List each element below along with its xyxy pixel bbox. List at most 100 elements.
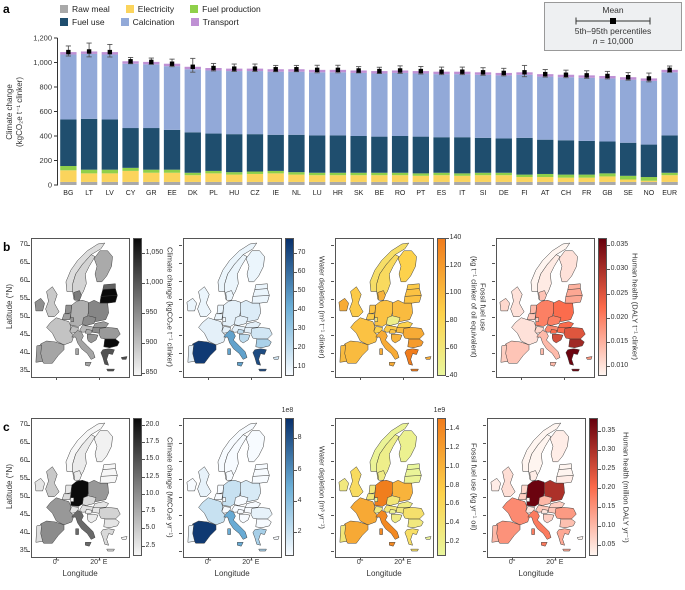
panel-c-label: c [3, 420, 10, 434]
map-lat-tick [482, 443, 486, 445]
colorbar-tick [293, 309, 297, 311]
colorbar-tick-label: 60 [449, 344, 458, 352]
bar-segment-PL [205, 181, 222, 185]
mean-marker-FR [584, 73, 589, 78]
country-LV [404, 468, 422, 477]
mean-marker-LT [86, 49, 92, 54]
country-SI [388, 329, 396, 334]
bar-segment-IE [267, 181, 284, 185]
country-GR [106, 368, 115, 372]
europe-map-c4 [486, 418, 586, 558]
mean-marker-CH [563, 72, 569, 77]
mean-marker-LV [107, 49, 113, 55]
bar-segment-GB [599, 141, 616, 174]
map-b1: Latitude (°N) 70 65 60 55 50 45 40 35 850 900 950 1,… [5, 238, 175, 380]
bar-segment-CZ [246, 171, 264, 174]
legend-item-fuel-production: Fuel production [190, 4, 261, 14]
map-lat-tick [178, 317, 182, 319]
bar-segment-SI [474, 181, 492, 185]
longitude-axis-label: Longitude [518, 569, 554, 578]
bar-segment-BG [60, 54, 77, 120]
lat-tick-label: 50 [19, 313, 28, 321]
x-tick-label-SK: SK [354, 190, 364, 197]
country-CZ [233, 495, 248, 506]
colorbar-tick [445, 293, 449, 295]
bar-segment-BE [371, 73, 388, 137]
country-ES [190, 340, 216, 364]
mean-marker-AT [543, 71, 548, 77]
country-LU [70, 317, 74, 322]
bar-segment-IE [267, 173, 284, 182]
bar-segment-LV [101, 169, 118, 174]
country-PL [87, 299, 109, 322]
country-IT [227, 348, 231, 355]
country-FI [397, 430, 417, 463]
country-CZ [81, 495, 96, 506]
bar-segment-PL [205, 70, 222, 134]
colorbar-tick-label: 0.015 [610, 338, 629, 346]
colorbar-gradient [284, 238, 294, 376]
colorbar-tick-label: 850 [145, 369, 158, 376]
y-axis-label: Climate change [5, 84, 14, 140]
country-GR [410, 548, 419, 552]
map-lat-tick [26, 353, 30, 355]
bar-segment-RO [391, 136, 409, 173]
bar-segment-SK [350, 72, 367, 136]
bar-segment-CY [122, 170, 139, 182]
colorbar-tick-label: 0.10 [601, 521, 616, 529]
colorbar-tick [606, 293, 610, 295]
country-FI [93, 430, 113, 463]
bar-segment-LT [80, 169, 98, 174]
bar-segment-NL [288, 71, 305, 135]
country-LT [99, 295, 118, 304]
map-c1: Latitude (°N) 70 65 60 55 50 45 40 35 0° 20° E Long… [5, 418, 175, 584]
country-GR [252, 528, 267, 546]
map-lat-tick [26, 281, 30, 283]
colorbar-tick-label: 100 [449, 289, 462, 297]
colorbar-tick [141, 373, 145, 374]
country-HR [86, 513, 98, 524]
latitude-axis-label: Latitude (°N) [5, 464, 14, 510]
legend-label: Electricity [137, 4, 175, 14]
lat-tick-label: 55 [19, 295, 28, 303]
legend-row: Fuel use Calcination Transport [60, 17, 261, 27]
country-PL [391, 299, 413, 322]
colorbar-tick-label: 1,050 [145, 249, 164, 256]
bar-segment-CZ [246, 173, 264, 182]
country-SI [388, 509, 396, 514]
colorbar-tick [293, 501, 297, 503]
bar-segment-HR [329, 172, 347, 176]
bar-segment-GB [599, 173, 616, 177]
map-lat-tick [491, 281, 495, 283]
bar-segment-NO [640, 181, 658, 185]
bar-segment-GB [599, 181, 616, 185]
bar-segment-FI [516, 181, 533, 185]
country-GB [196, 466, 211, 497]
colorbar-tick-label: 0.8 [449, 481, 460, 489]
legend-label: Raw meal [72, 4, 110, 14]
bar-segment-EE [163, 66, 181, 130]
x-tick-label-CY: CY [126, 190, 136, 197]
country-LU [222, 317, 226, 322]
country-LT [555, 475, 574, 484]
y-axis-label: (kgCO₂e t⁻¹ clinker) [15, 77, 24, 147]
country-CZ [233, 315, 248, 326]
colorbar-b1 [132, 238, 142, 376]
colorbar-tick-label: 6 [297, 465, 302, 473]
lat-tick-label: 40 [19, 529, 28, 537]
panel-b-label: b [3, 240, 11, 254]
bar-segment-ES [433, 175, 450, 182]
colorbar-tick-label: 0.010 [610, 362, 629, 370]
country-IE [490, 478, 501, 492]
stats-box: Mean 5th–95th percentiles n = 10,000 [544, 2, 682, 51]
europe-map-c3 [334, 418, 434, 558]
colorbar-tick [445, 429, 449, 431]
bar-segment-GR [143, 64, 160, 129]
colorbar-tick [445, 265, 449, 267]
bar-segment-BG [60, 181, 77, 185]
mean-marker-PL [211, 65, 216, 71]
colorbar-label-b4: Human health (DALY t⁻¹ clinker) [630, 253, 640, 361]
map-lat-tick [178, 551, 182, 553]
bar-segment-IE [267, 71, 284, 135]
country-HR [390, 513, 402, 524]
